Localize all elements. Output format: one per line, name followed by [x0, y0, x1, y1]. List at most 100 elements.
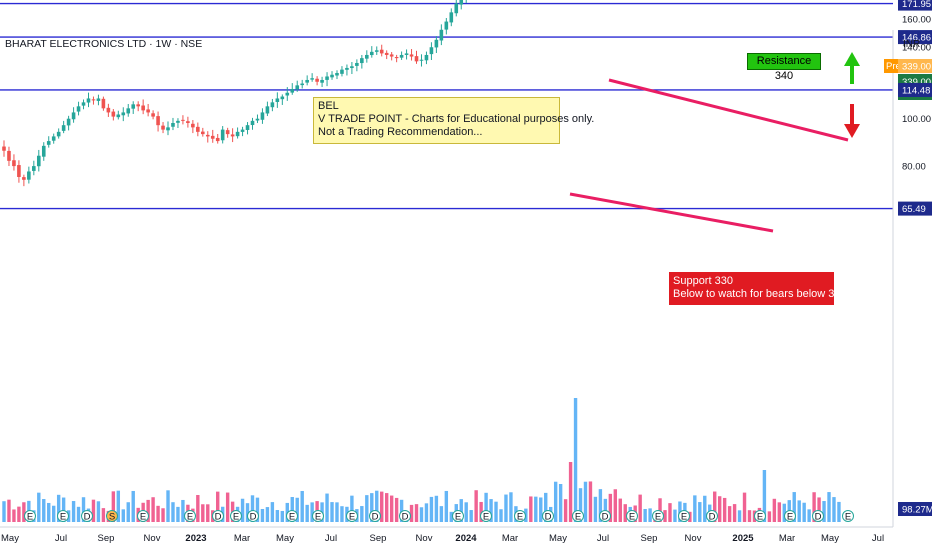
- volume-bar: [812, 492, 816, 522]
- volume-bar: [484, 492, 488, 522]
- event-marker-icon[interactable]: D: [599, 510, 611, 523]
- volume-bar: [668, 503, 672, 522]
- volume-bar: [713, 491, 717, 522]
- event-marker-icon[interactable]: E: [346, 510, 358, 523]
- candle: [459, 0, 464, 10]
- candle: [46, 136, 51, 148]
- note-line-2: V TRADE POINT - Charts for Educational p…: [318, 113, 595, 125]
- event-marker-icon[interactable]: E: [286, 510, 298, 523]
- event-marker-icon[interactable]: E: [184, 510, 196, 523]
- volume-bar: [2, 501, 6, 522]
- volume-bar: [459, 499, 463, 522]
- event-marker-icon[interactable]: E: [137, 510, 149, 523]
- candle: [369, 46, 374, 58]
- event-marker-icon[interactable]: D: [81, 510, 93, 523]
- candle: [355, 59, 359, 72]
- event-marker-icon[interactable]: E: [678, 510, 690, 523]
- candle: [325, 72, 329, 87]
- volume-bar: [201, 504, 205, 522]
- svg-text:E: E: [629, 512, 635, 523]
- x-tick-label: 2024: [455, 533, 477, 544]
- volume-bar: [91, 499, 96, 522]
- svg-text:D: D: [545, 512, 552, 523]
- x-tick-label: Sep: [370, 533, 387, 544]
- candle: [76, 101, 81, 116]
- svg-text:E: E: [289, 512, 295, 523]
- note-line-1: BEL: [318, 100, 339, 112]
- support-callout[interactable]: Support 330 Below to watch for bears bel…: [669, 272, 847, 305]
- svg-text:E: E: [60, 512, 66, 523]
- bel-note-box[interactable]: BEL V TRADE POINT - Charts for Education…: [313, 97, 595, 144]
- event-marker-icon[interactable]: E: [452, 510, 464, 523]
- resistance-callout[interactable]: Resistance 340: [747, 53, 821, 82]
- volume-bar: [166, 490, 170, 522]
- y-tick-label: 100.00: [902, 114, 931, 125]
- candle: [121, 107, 126, 122]
- event-marker-icon[interactable]: E: [57, 510, 69, 523]
- x-tick-label: Nov: [416, 533, 433, 544]
- event-marker-icon[interactable]: D: [212, 510, 224, 523]
- candle: [166, 121, 170, 136]
- event-marker-icon[interactable]: E: [652, 510, 664, 523]
- y-tick-label: 140.00: [902, 43, 931, 54]
- volume-bar: [618, 498, 622, 522]
- event-marker-icon[interactable]: S: [106, 510, 118, 523]
- candle: [310, 73, 314, 82]
- event-marker-icon[interactable]: D: [369, 510, 381, 523]
- horizontal-levels: [0, 2, 893, 210]
- volume-bar: [171, 502, 175, 522]
- volume-bar: [310, 502, 314, 522]
- event-marker-icon[interactable]: E: [312, 510, 324, 523]
- volume-bar: [7, 499, 11, 522]
- candle: [161, 122, 165, 134]
- candle: [156, 111, 160, 132]
- volume-bar: [782, 503, 786, 522]
- volume-bar: [22, 502, 26, 522]
- level-tag: 114.48: [898, 82, 932, 97]
- candle: [429, 42, 434, 60]
- event-marker-icon[interactable]: D: [706, 510, 718, 523]
- event-marker-icon[interactable]: E: [230, 510, 242, 523]
- candle: [399, 51, 404, 60]
- candle: [394, 54, 399, 63]
- volume-bar: [250, 495, 255, 522]
- event-marker-icon[interactable]: D: [247, 510, 259, 523]
- svg-text:E: E: [517, 512, 523, 523]
- volume-bar: [71, 501, 76, 522]
- event-marker-icon[interactable]: E: [754, 510, 766, 523]
- candle: [404, 49, 409, 60]
- svg-text:98.27M: 98.27M: [902, 505, 932, 516]
- candle: [141, 99, 145, 115]
- event-marker-icon[interactable]: E: [572, 510, 584, 523]
- currency-label[interactable]: INR: [903, 39, 921, 50]
- candle: [389, 52, 394, 61]
- event-marker-icon[interactable]: E: [842, 510, 854, 523]
- volume-bar: [275, 510, 280, 522]
- svg-text:D: D: [709, 512, 716, 523]
- volume-bar: [360, 506, 364, 522]
- event-marker-icon[interactable]: E: [514, 510, 526, 523]
- candle: [101, 96, 106, 111]
- volume-bar: [598, 489, 603, 522]
- volume-bar: [822, 501, 826, 522]
- svg-text:339.00: 339.00: [902, 62, 931, 73]
- event-marker-icon[interactable]: E: [480, 510, 492, 523]
- candle: [215, 134, 220, 144]
- event-marker-icon[interactable]: D: [812, 510, 824, 523]
- candle: [12, 154, 16, 171]
- event-marker-icon[interactable]: D: [542, 510, 554, 523]
- candle: [300, 79, 304, 89]
- x-tick-label: Nov: [144, 533, 161, 544]
- candle: [205, 131, 210, 143]
- candle: [240, 126, 245, 137]
- volume-bar: [394, 497, 399, 522]
- event-marker-icon[interactable]: E: [24, 510, 36, 523]
- event-marker-icon[interactable]: D: [399, 510, 411, 523]
- svg-text:E: E: [845, 512, 851, 523]
- candle: [305, 75, 309, 86]
- event-marker-icon[interactable]: E: [784, 510, 796, 523]
- candle: [434, 36, 439, 53]
- event-marker-icon[interactable]: E: [626, 510, 638, 523]
- candle: [220, 126, 225, 144]
